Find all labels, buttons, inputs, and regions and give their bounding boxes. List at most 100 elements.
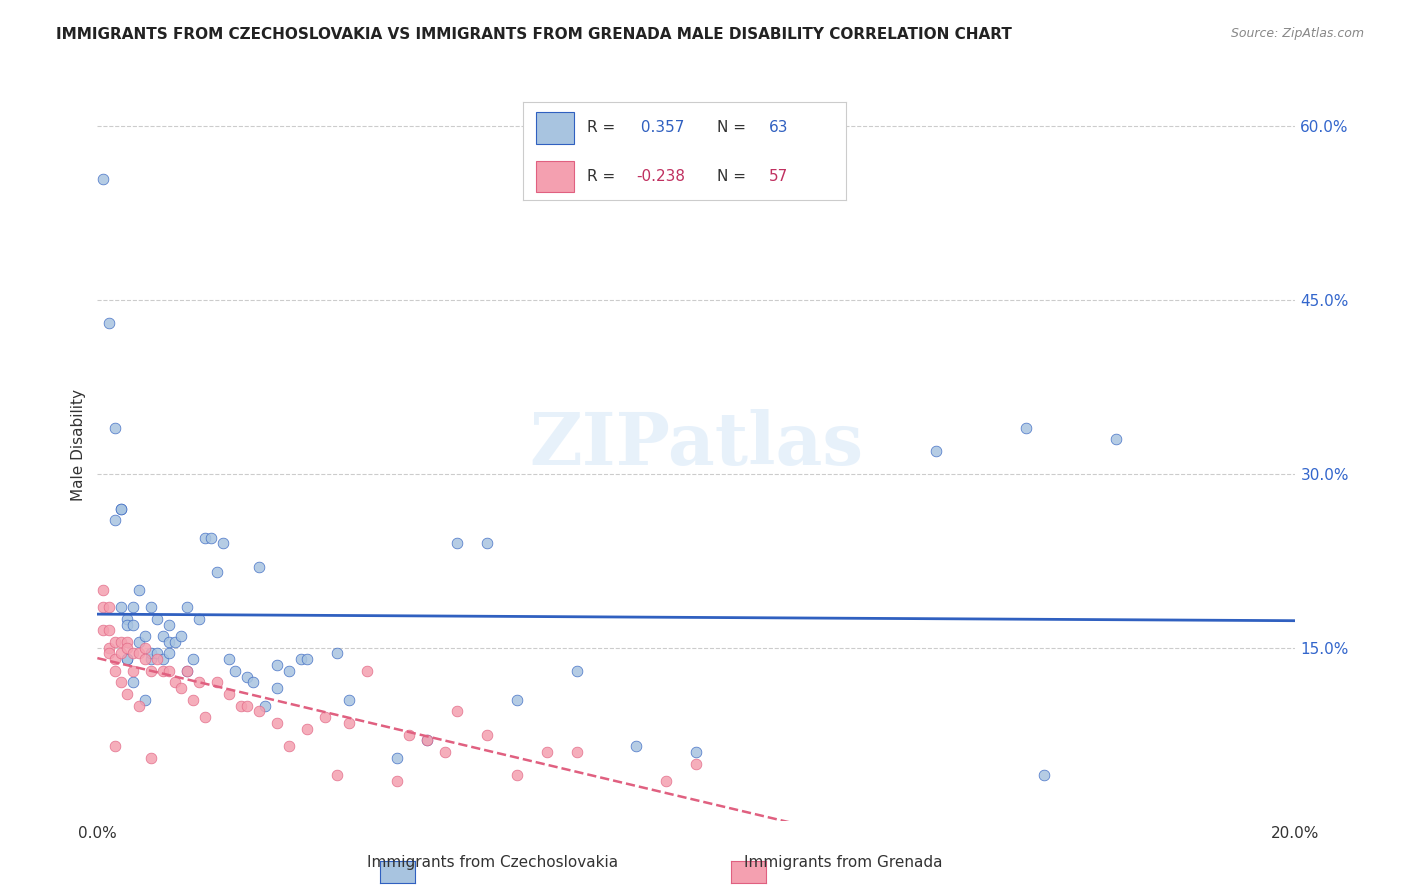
Point	[104, 513, 127, 527]
Point	[200, 531, 222, 545]
Point	[117, 652, 139, 666]
Point	[326, 647, 349, 661]
Point	[117, 687, 139, 701]
Point	[290, 652, 312, 666]
Point	[122, 617, 145, 632]
Point	[134, 629, 156, 643]
Point	[385, 750, 408, 764]
Point	[326, 768, 349, 782]
Point	[229, 698, 252, 713]
Point	[157, 635, 180, 649]
Point	[117, 617, 139, 632]
Point	[117, 652, 139, 666]
Point	[181, 652, 204, 666]
Point	[117, 640, 139, 655]
Point	[278, 664, 301, 678]
Text: Immigrants from Czechoslovakia: Immigrants from Czechoslovakia	[367, 855, 617, 870]
Point	[385, 773, 408, 788]
Point	[128, 582, 150, 597]
Point	[416, 733, 439, 747]
Point	[141, 652, 163, 666]
Point	[446, 536, 468, 550]
Point	[110, 600, 132, 615]
Point	[110, 501, 132, 516]
Point	[247, 559, 270, 574]
Point	[98, 640, 121, 655]
Point	[446, 705, 468, 719]
Point	[104, 635, 127, 649]
Point	[128, 698, 150, 713]
Point	[134, 693, 156, 707]
Point	[104, 664, 127, 678]
Point	[565, 745, 588, 759]
Point	[157, 647, 180, 661]
Point	[685, 745, 707, 759]
Point	[266, 681, 288, 696]
Point	[337, 716, 360, 731]
Text: IMMIGRANTS FROM CZECHOSLOVAKIA VS IMMIGRANTS FROM GRENADA MALE DISABILITY CORREL: IMMIGRANTS FROM CZECHOSLOVAKIA VS IMMIGR…	[56, 27, 1012, 42]
Point	[146, 647, 169, 661]
Point	[134, 652, 156, 666]
Point	[356, 664, 378, 678]
Point	[93, 624, 115, 638]
Point	[194, 710, 217, 724]
Point	[433, 745, 456, 759]
Point	[128, 635, 150, 649]
Point	[176, 664, 198, 678]
Point	[278, 739, 301, 754]
Point	[236, 670, 259, 684]
Point	[165, 675, 187, 690]
Text: ZIPatlas: ZIPatlas	[529, 409, 863, 481]
Point	[117, 612, 139, 626]
Point	[314, 710, 336, 724]
Point	[295, 652, 318, 666]
Point	[254, 698, 277, 713]
Point	[170, 629, 193, 643]
Point	[242, 675, 264, 690]
Point	[218, 687, 240, 701]
Point	[337, 693, 360, 707]
Point	[655, 773, 678, 788]
Point	[110, 675, 132, 690]
Point	[141, 750, 163, 764]
Point	[398, 728, 420, 742]
Point	[194, 531, 217, 545]
Point	[122, 600, 145, 615]
Point	[98, 624, 121, 638]
Point	[205, 675, 228, 690]
Point	[122, 675, 145, 690]
Point	[685, 756, 707, 771]
Point	[295, 722, 318, 736]
Point	[93, 582, 115, 597]
Point	[110, 647, 132, 661]
Point	[141, 647, 163, 661]
Point	[266, 658, 288, 673]
Point	[146, 652, 169, 666]
Text: Immigrants from Grenada: Immigrants from Grenada	[744, 855, 943, 870]
Point	[1015, 420, 1038, 434]
Point	[475, 728, 498, 742]
Point	[1032, 768, 1054, 782]
Point	[157, 664, 180, 678]
Point	[176, 600, 198, 615]
Point	[141, 664, 163, 678]
Point	[165, 635, 187, 649]
Point	[146, 612, 169, 626]
Point	[110, 501, 132, 516]
Point	[205, 566, 228, 580]
Point	[565, 664, 588, 678]
Point	[212, 536, 235, 550]
Point	[134, 640, 156, 655]
Y-axis label: Male Disability: Male Disability	[72, 389, 86, 501]
Point	[110, 635, 132, 649]
Point	[104, 652, 127, 666]
Point	[122, 664, 145, 678]
Point	[1105, 432, 1128, 446]
Point	[152, 664, 174, 678]
Point	[117, 635, 139, 649]
Point	[104, 420, 127, 434]
Point	[224, 664, 246, 678]
Point	[188, 612, 211, 626]
Point	[626, 739, 648, 754]
Point	[152, 629, 174, 643]
